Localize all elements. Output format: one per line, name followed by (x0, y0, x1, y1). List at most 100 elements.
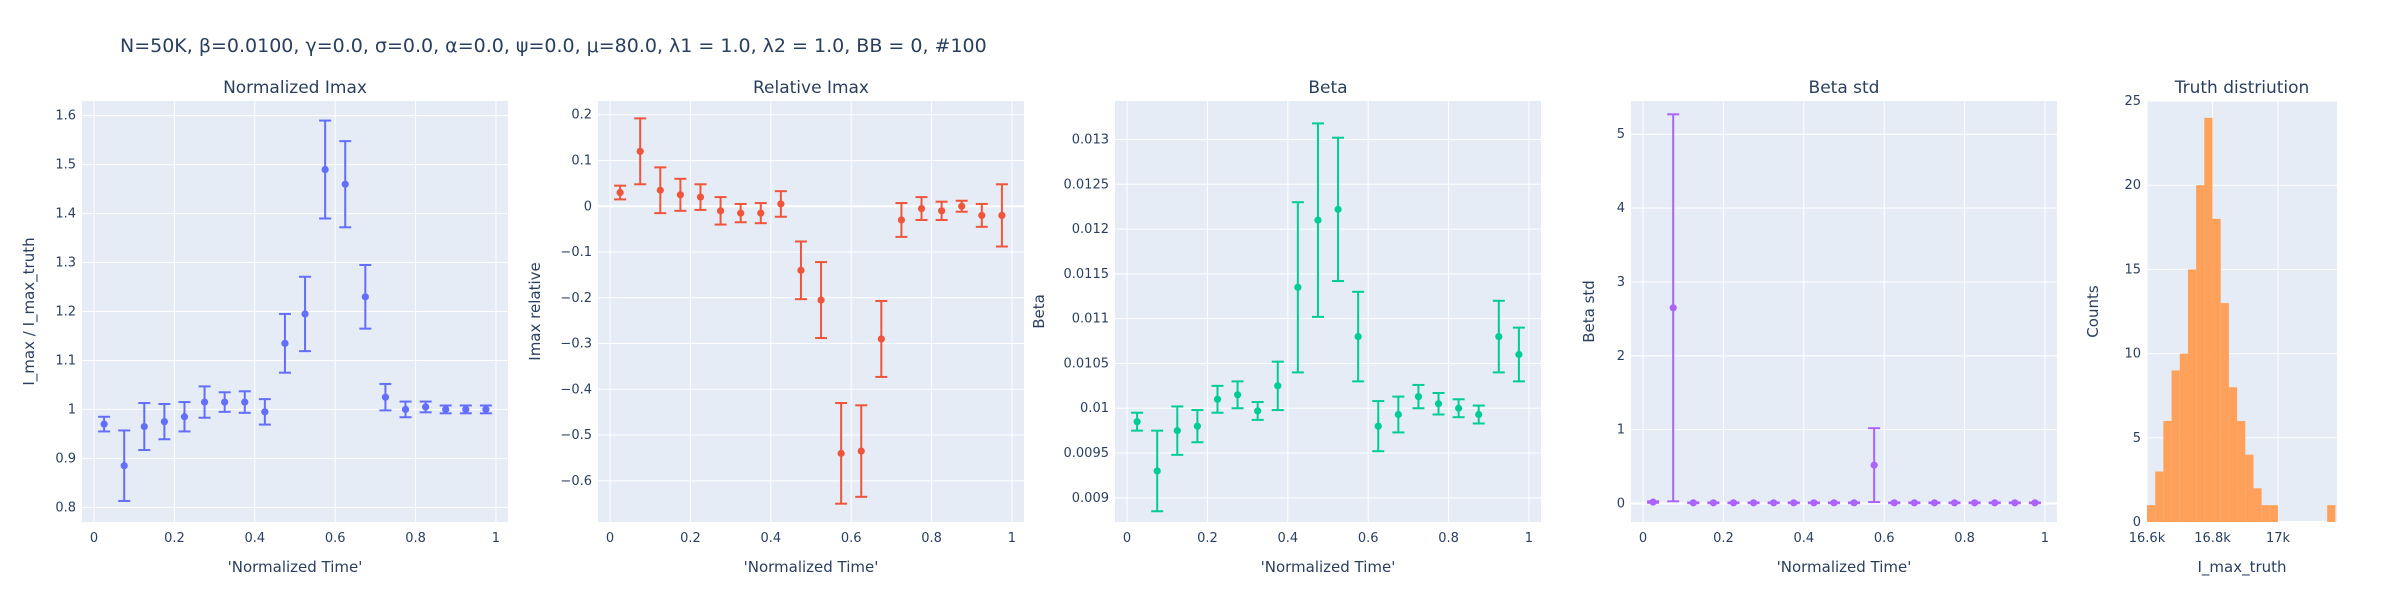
x-tick-label: 1 (1525, 531, 1533, 546)
data-point (359, 263, 372, 330)
point-marker (1394, 410, 1402, 419)
point-marker (676, 191, 684, 199)
y-tick-label: 20 (2124, 178, 2141, 193)
data-point (1171, 405, 1184, 456)
x-axis-label: 'Normalized Time' (744, 558, 879, 576)
data-point (1707, 499, 1720, 507)
data-point (754, 202, 767, 225)
y-tick-label: 5 (2133, 431, 2141, 446)
data-point (118, 429, 131, 502)
data-point (1131, 411, 1144, 432)
data-point (198, 385, 211, 419)
point-marker (1173, 427, 1181, 435)
data-point (1512, 326, 1525, 383)
subplot-5: 16.6k 16.8k 17k 0 5 10 15 20 25 Truth distriution… (2084, 78, 2337, 577)
point-marker (636, 147, 644, 155)
y-tick-label: 0.01 (1080, 401, 1109, 416)
point-marker (757, 209, 765, 217)
data-point (98, 415, 111, 433)
data-point (815, 261, 828, 340)
point-marker (1153, 467, 1161, 475)
x-tick-label: 0.4 (244, 531, 265, 546)
point-marker (616, 188, 624, 197)
y-tick-label: 10 (2124, 347, 2141, 362)
point-marker (1709, 499, 1717, 507)
point-marker (482, 405, 490, 414)
y-tick-label: 0.0105 (1064, 356, 1110, 371)
x-tick-label: 0 (1639, 531, 1647, 546)
point-marker (1991, 499, 1999, 507)
data-point (459, 404, 472, 415)
data-point (1948, 499, 1961, 507)
y-tick-label: 1.2 (55, 305, 76, 320)
x-tick-label: 17k (2266, 531, 2291, 546)
x-tick-label: 1 (492, 531, 500, 546)
data-point (674, 177, 687, 212)
data-point (1727, 499, 1740, 507)
data-point (419, 400, 432, 414)
data-point (1271, 360, 1284, 412)
point-marker (1515, 350, 1523, 359)
data-point (1908, 499, 1921, 507)
point-marker (442, 405, 450, 414)
point-marker (160, 418, 168, 426)
histogram-bar (2237, 420, 2246, 522)
y-tick-label: 0.8 (55, 500, 76, 515)
data-point (875, 299, 888, 378)
x-axis-label: 'Normalized Time' (1777, 558, 1912, 576)
data-point (895, 202, 908, 238)
histogram-bar (2187, 269, 2197, 522)
y-tick-label: −0.3 (560, 337, 592, 352)
y-tick-label: 1 (68, 402, 76, 417)
point-marker (938, 207, 946, 215)
point-marker (1950, 499, 1959, 507)
data-point (1452, 398, 1465, 419)
y-tick-label: 2 (1617, 349, 1625, 364)
histogram-bar (2220, 303, 2229, 522)
point-marker (1354, 332, 1362, 341)
point-marker (281, 339, 289, 347)
point-marker (1133, 418, 1141, 426)
histogram-bar (2171, 370, 2180, 522)
histogram-bar (2155, 471, 2164, 522)
data-point (1807, 499, 1820, 507)
x-tick-label: 0 (1123, 531, 1131, 546)
data-point (1988, 499, 2001, 507)
data-point (654, 166, 667, 215)
y-axis-label: Counts (2084, 285, 2102, 338)
data-point (299, 275, 312, 353)
point-marker (1495, 332, 1503, 341)
point-marker (716, 207, 725, 215)
x-tick-label: 1 (1008, 531, 1016, 546)
data-point (2028, 499, 2041, 507)
point-marker (958, 202, 966, 210)
point-marker (241, 398, 249, 406)
point-marker (301, 310, 309, 318)
data-point (1412, 383, 1425, 410)
data-point (158, 403, 171, 441)
point-marker (1669, 304, 1677, 312)
subplot-title: Truth distriution (2174, 78, 2310, 98)
data-point (1432, 392, 1445, 416)
x-tick-label: 0.2 (164, 531, 185, 546)
point-marker (1254, 407, 1262, 415)
data-point (238, 390, 251, 414)
y-tick-label: 4 (1617, 201, 1625, 216)
point-marker (1930, 499, 1939, 507)
point-marker (221, 398, 229, 406)
data-point (178, 401, 191, 433)
point-marker (797, 266, 805, 274)
x-tick-label: 0.8 (1438, 531, 1459, 546)
point-marker (1314, 216, 1322, 224)
point-marker (897, 216, 906, 224)
data-point (694, 183, 707, 211)
data-point (1888, 499, 1901, 507)
data-point (379, 382, 392, 412)
histogram-bar (2212, 218, 2221, 522)
point-marker (817, 296, 825, 304)
point-marker (462, 405, 470, 414)
x-tick-label: 16.8k (2194, 531, 2231, 546)
point-marker (422, 403, 430, 411)
x-tick-label: 0.6 (1358, 531, 1379, 546)
data-point (955, 199, 968, 213)
